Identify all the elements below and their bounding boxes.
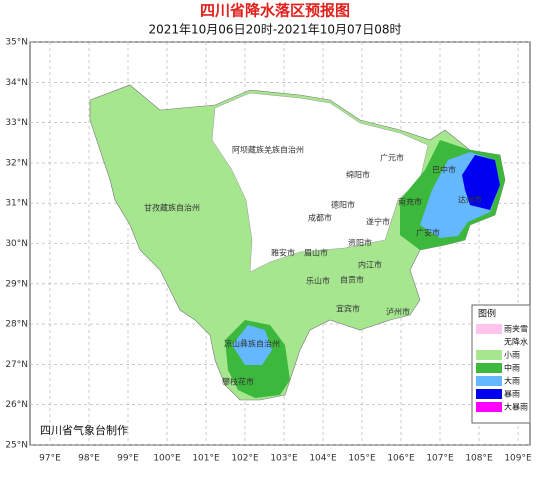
title: 四川省降水落区预报图 <box>200 2 350 20</box>
region-label: 甘孜藏族自治州 <box>144 203 200 213</box>
legend-label: 小雨 <box>504 351 520 360</box>
legend-label: 暴雨 <box>504 390 520 399</box>
legend-label: 无降水 <box>504 337 528 347</box>
region-label: 乐山市 <box>306 276 330 286</box>
subtitle: 2021年10月06日20时-2021年10月07日08时 <box>148 23 401 37</box>
lat-label: 27°N <box>5 360 28 370</box>
region-label: 广安市 <box>416 228 440 238</box>
region-label: 绵阳市 <box>346 170 370 180</box>
legend-swatch <box>476 324 502 334</box>
region-label: 内江市 <box>358 260 382 270</box>
region-label: 攀枝花市 <box>222 377 254 387</box>
region-label: 巴中市 <box>432 165 456 175</box>
lat-label: 34°N <box>5 78 28 88</box>
legend-title: 图例 <box>478 308 496 320</box>
region-label: 达州市 <box>458 195 482 205</box>
region-label: 南充市 <box>398 197 422 207</box>
region-label: 自贡市 <box>340 275 364 285</box>
region-label: 成都市 <box>308 213 332 223</box>
lon-label: 100°E <box>153 454 181 464</box>
legend-label: 雨夹雪 <box>504 324 528 334</box>
lat-label: 26°N <box>5 400 28 410</box>
region-label: 广元市 <box>380 153 404 163</box>
lat-label: 29°N <box>5 279 28 289</box>
lat-label: 35°N <box>5 38 28 48</box>
lat-label: 33°N <box>5 118 28 128</box>
legend-label: 中雨 <box>504 363 520 373</box>
legend-label: 大雨 <box>504 376 520 386</box>
lat-label: 30°N <box>5 239 28 249</box>
rainstorm-ne <box>462 155 500 210</box>
region-label: 眉山市 <box>304 248 328 258</box>
legend-swatch <box>476 389 502 399</box>
region-label: 遂宁市 <box>366 217 390 227</box>
lon-label: 104°E <box>309 454 337 464</box>
region-label: 德阳市 <box>331 200 355 210</box>
lat-label: 32°N <box>5 158 28 168</box>
lat-label: 31°N <box>5 199 28 209</box>
lon-label: 102°E <box>231 454 259 464</box>
region-label: 资阳市 <box>348 238 372 248</box>
lon-label: 99°E <box>117 454 139 464</box>
lon-label: 101°E <box>192 454 220 464</box>
region-label: 宜宾市 <box>336 304 360 314</box>
legend-swatch <box>476 376 502 386</box>
lat-label: 25°N <box>5 441 28 451</box>
legend-swatch <box>476 337 502 347</box>
lon-label: 107°E <box>426 454 454 464</box>
legend-swatch <box>476 363 502 373</box>
lon-label: 97°E <box>39 454 61 464</box>
lon-label: 108°E <box>465 454 493 464</box>
heavy-rain-sw <box>232 325 272 365</box>
credit: 四川省气象台制作 <box>40 423 128 437</box>
lon-label: 105°E <box>348 454 376 464</box>
no-rain-area <box>211 92 429 273</box>
lat-label: 28°N <box>5 320 28 330</box>
region-label: 雅安市 <box>271 248 295 258</box>
region-label: 阿坝藏族羌族自治州 <box>232 145 304 155</box>
region-label: 凉山彝族自治州 <box>224 339 280 349</box>
lon-label: 103°E <box>270 454 298 464</box>
legend-swatch <box>476 402 502 412</box>
legend-swatch <box>476 350 502 360</box>
region-label: 泸州市 <box>386 307 410 317</box>
lon-label: 106°E <box>387 454 415 464</box>
lon-label: 98°E <box>78 454 100 464</box>
lon-label: 109°E <box>504 454 532 464</box>
legend-label: 大暴雨 <box>504 402 528 412</box>
